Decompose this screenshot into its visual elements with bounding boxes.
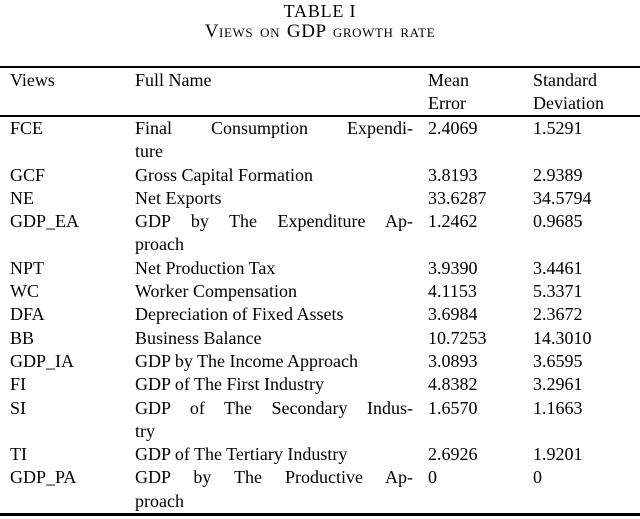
full-name-line: GDP by The Productive Ap- — [135, 467, 413, 488]
table-row: GCF Gross Capital Formation 3.8193 2.938… — [0, 164, 640, 187]
mean-error-value: 1.6570 — [428, 397, 478, 418]
table-row: FCE Final Consumption Expendi-ture 2.406… — [0, 117, 640, 164]
mean-error-value: 4.8382 — [428, 374, 478, 395]
mean-error-value: 3.6984 — [428, 304, 478, 325]
view-abbrev: GDP_PA — [10, 467, 77, 488]
table-header-row: Views Full Name Mean Error Standard Devi… — [0, 68, 640, 115]
view-full-name: Depreciation of Fixed Assets — [135, 303, 428, 326]
table-row: DFA Depreciation of Fixed Assets 3.6984 … — [0, 303, 640, 326]
view-full-name: Worker Compensation — [135, 280, 428, 303]
std-dev-value: 1.1663 — [533, 397, 583, 418]
view-abbrev: SI — [10, 397, 27, 418]
table-row: WC Worker Compensation 4.1153 5.3371 — [0, 280, 640, 303]
view-full-name: Net Exports — [135, 187, 428, 210]
table-row: NPT Net Production Tax 3.9390 3.4461 — [0, 257, 640, 280]
full-name-line: Net Production Tax — [135, 257, 276, 278]
mean-error-value: 1.2462 — [428, 211, 478, 232]
mean-error-value: 2.4069 — [428, 118, 478, 138]
table-row: GDP_EA GDP by The Expenditure Ap-proach … — [0, 210, 640, 257]
mean-error-value: 4.1153 — [428, 281, 477, 302]
std-dev-value: 5.3371 — [533, 281, 583, 302]
column-header-std-deviation: Standard Deviation — [533, 69, 640, 115]
std-dev-value: 34.5794 — [533, 187, 592, 208]
view-full-name: GDP by The Productive Ap-proach — [135, 466, 428, 513]
full-name-line: Depreciation of Fixed Assets — [135, 304, 344, 325]
view-full-name: GDP of The Secondary Indus-try — [135, 397, 428, 444]
mean-error-value: 3.8193 — [428, 164, 478, 185]
table-row: TI GDP of The Tertiary Industry 2.6926 1… — [0, 443, 640, 466]
std-dev-value: 3.2961 — [533, 374, 583, 395]
column-header-line: Error — [428, 93, 466, 114]
table-row: NE Net Exports 33.6287 34.5794 — [0, 187, 640, 210]
std-dev-value: 0.9685 — [533, 211, 583, 232]
view-full-name: Final Consumption Expendi-ture — [135, 117, 428, 164]
table-row: FI GDP of The First Industry 4.8382 3.29… — [0, 373, 640, 396]
table-row: SI GDP of The Secondary Indus-try 1.6570… — [0, 397, 640, 444]
view-abbrev: FI — [10, 374, 27, 395]
view-abbrev: TI — [10, 444, 27, 465]
view-full-name: Gross Capital Formation — [135, 164, 428, 187]
table-caption: Views on GDP growth rate — [204, 21, 436, 42]
table-header-rule — [0, 115, 640, 117]
full-name-line: Final Consumption Expendi- — [135, 118, 413, 138]
full-name-line: GDP of The Secondary Indus- — [135, 397, 413, 418]
views-table: Views Full Name Mean Error Standard Devi… — [0, 66, 640, 516]
view-full-name: GDP of The Tertiary Industry — [135, 443, 428, 466]
view-abbrev: GCF — [10, 164, 46, 185]
full-name-line: try — [135, 420, 155, 441]
view-full-name: Business Balance — [135, 327, 428, 350]
mean-error-value: 10.7253 — [428, 327, 487, 348]
mean-error-value: 33.6287 — [428, 187, 487, 208]
table-body: FCE Final Consumption Expendi-ture 2.406… — [0, 117, 640, 513]
view-abbrev: DFA — [10, 304, 45, 325]
std-dev-value: 1.9201 — [533, 444, 583, 465]
view-full-name: GDP by The Income Approach — [135, 350, 428, 373]
std-dev-value: 1.5291 — [533, 118, 583, 138]
table-row: GDP_IA GDP by The Income Approach 3.0893… — [0, 350, 640, 373]
column-header-line: Mean — [428, 70, 469, 90]
view-abbrev: GDP_EA — [10, 211, 80, 232]
view-abbrev: NE — [10, 187, 34, 208]
mean-error-value: 2.6926 — [428, 444, 478, 465]
table-row: BB Business Balance 10.7253 14.3010 — [0, 327, 640, 350]
table-top-rule — [0, 66, 640, 68]
full-name-line: Net Exports — [135, 187, 222, 208]
column-header-views: Views — [10, 70, 55, 90]
full-name-line: GDP of The Tertiary Industry — [135, 444, 348, 465]
full-name-line: Business Balance — [135, 327, 262, 348]
std-dev-value: 2.3672 — [533, 304, 583, 325]
column-header-full-name: Full Name — [135, 70, 212, 90]
view-abbrev: WC — [10, 281, 39, 302]
full-name-line: proach — [135, 234, 184, 255]
mean-error-value: 0 — [428, 467, 437, 488]
view-abbrev: BB — [10, 327, 35, 348]
column-header-mean-error: Mean Error — [428, 69, 533, 115]
std-dev-value: 3.4461 — [533, 257, 583, 278]
mean-error-value: 3.9390 — [428, 257, 478, 278]
view-abbrev: GDP_IA — [10, 350, 75, 371]
table-label: TABLE I — [283, 1, 357, 21]
std-dev-value: 14.3010 — [533, 327, 592, 348]
full-name-line: ture — [135, 141, 163, 162]
view-abbrev: NPT — [10, 257, 45, 278]
view-abbrev: FCE — [10, 118, 44, 138]
table-bottom-rule — [0, 513, 640, 516]
full-name-line: GDP of The First Industry — [135, 374, 324, 395]
std-dev-value: 2.9389 — [533, 164, 583, 185]
table-row: GDP_PA GDP by The Productive Ap-proach 0… — [0, 466, 640, 513]
full-name-line: Gross Capital Formation — [135, 164, 313, 185]
std-dev-value: 0 — [533, 467, 542, 488]
full-name-line: proach — [135, 490, 184, 511]
column-header-line: Deviation — [533, 93, 604, 114]
full-name-line: GDP by The Income Approach — [135, 350, 358, 371]
view-full-name: Net Production Tax — [135, 257, 428, 280]
column-header-line: Standard — [533, 70, 597, 90]
view-full-name: GDP by The Expenditure Ap-proach — [135, 210, 428, 257]
view-full-name: GDP of The First Industry — [135, 373, 428, 396]
mean-error-value: 3.0893 — [428, 350, 478, 371]
full-name-line: GDP by The Expenditure Ap- — [135, 211, 413, 232]
std-dev-value: 3.6595 — [533, 350, 583, 371]
full-name-line: Worker Compensation — [135, 281, 298, 302]
